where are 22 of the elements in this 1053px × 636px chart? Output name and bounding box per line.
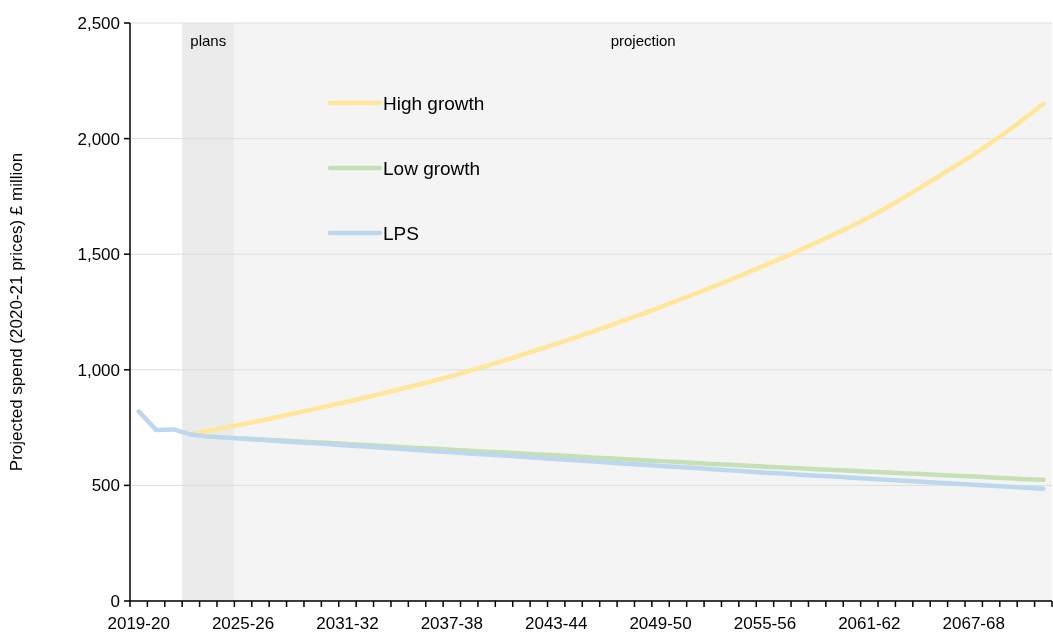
y-axis-title: Projected spend (2020-21 prices) £ million	[7, 152, 26, 472]
annotation: projection	[610, 32, 676, 49]
x-tick-label: 2055-56	[733, 614, 797, 633]
y-tick-label: 2,000	[77, 129, 120, 149]
line-series	[136, 409, 1046, 492]
x-tick-label: 2043-44	[525, 614, 588, 633]
y-tick-label: 500	[91, 476, 120, 496]
x-tick-label: 2037-38	[420, 614, 484, 633]
x-tick-label: 2049-50	[629, 614, 692, 633]
x-tick-label: 2031-32	[316, 614, 379, 633]
x-tick-label: 2061-62	[838, 614, 901, 633]
x-tick-label: 2019-20	[107, 614, 170, 633]
y-tick-label: 0	[110, 591, 120, 611]
legend-label: Low growth	[383, 157, 481, 179]
x-tick-label: 2067-68	[942, 614, 1005, 633]
x-tick-label: 2025-26	[211, 614, 275, 633]
legend-label: LPS	[383, 222, 419, 244]
legend-label: High growth	[383, 92, 485, 114]
annotation: plans	[190, 32, 227, 49]
y-tick-label: 2,500	[77, 13, 120, 33]
y-tick-label: 1,500	[77, 245, 120, 265]
y-tick-label: 1,000	[77, 360, 120, 380]
